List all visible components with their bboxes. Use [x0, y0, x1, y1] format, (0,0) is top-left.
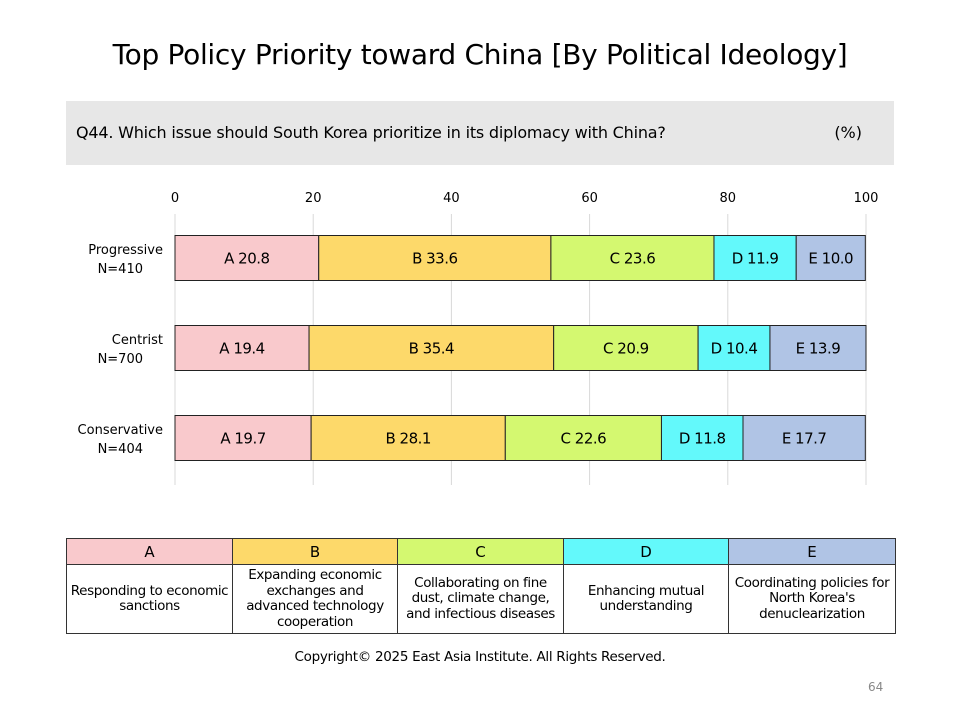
bar-segment-e [742, 415, 866, 461]
legend-key-d: D [563, 538, 729, 565]
category-label: Centrist [112, 333, 163, 348]
data-label: E 17.7 [782, 430, 827, 448]
data-label: E 13.9 [796, 340, 841, 358]
data-label: A 20.8 [224, 250, 269, 268]
legend-key-c: C [397, 538, 564, 565]
bar-segment-e [769, 325, 867, 371]
legend-header-row: A B C D E [66, 538, 896, 565]
bar-segment-b [318, 235, 552, 281]
category-n-label: N=700 [98, 352, 143, 367]
legend-description-e: Coordinating policies for North Korea's … [728, 564, 896, 634]
data-label: A 19.4 [219, 340, 264, 358]
x-tick-label: 60 [581, 191, 598, 206]
legend-key-b: B [232, 538, 398, 565]
legend-description-d: Enhancing mutual understanding [563, 564, 729, 634]
bar-segment-c [550, 235, 715, 281]
x-tick-label: 100 [854, 191, 879, 206]
question-text: Q44. Which issue should South Korea prio… [76, 123, 666, 142]
data-label: D 11.8 [679, 430, 726, 448]
legend-description-row: Responding to economic sanctions Expandi… [66, 564, 896, 634]
data-label: B 35.4 [409, 340, 454, 358]
x-tick-label: 20 [305, 191, 322, 206]
bar-segment-c [504, 415, 662, 461]
legend-description-a: Responding to economic sanctions [66, 564, 233, 634]
category-n-label: N=410 [98, 262, 143, 277]
bar-segment-b [310, 415, 506, 461]
legend-description-b: Expanding economic exchanges and advance… [232, 564, 398, 634]
page-title: Top Policy Priority toward China [By Pol… [112, 38, 848, 71]
stacked-bar-chart: 0 20 40 60 80 100 Progressive N=410 Centrist N=70… [78, 191, 879, 485]
data-label: C 22.6 [561, 430, 607, 448]
category-label: Conservative [78, 423, 163, 438]
data-label: B 28.1 [385, 430, 430, 448]
bar-segment-d [697, 325, 771, 371]
bar-segment-e [795, 235, 866, 281]
data-label: A 19.7 [220, 430, 265, 448]
data-label: E 10.0 [808, 250, 853, 268]
x-tick-label: 40 [443, 191, 460, 206]
legend-table: A B C D E Responding to economic sanctio… [66, 538, 896, 634]
question-box: Q44. Which issue should South Korea prio… [66, 101, 894, 165]
data-label: D 10.4 [711, 340, 758, 358]
bar-segment-a [174, 235, 320, 281]
data-label: D 11.9 [732, 250, 779, 268]
data-label: C 20.9 [603, 340, 649, 358]
bar-segment-c [553, 325, 699, 371]
bar-segment-d [660, 415, 744, 461]
x-tick-label: 0 [171, 191, 179, 206]
legend-description-c: Collaborating on fine dust, climate chan… [397, 564, 564, 634]
data-label: C 23.6 [610, 250, 656, 268]
category-label: Progressive [88, 243, 163, 258]
bar-segment-a [174, 325, 310, 371]
copyright-text: Copyright© 2025 East Asia Institute. All… [294, 649, 666, 665]
legend-key-a: A [66, 538, 233, 565]
page-number: 64 [868, 680, 884, 694]
legend-key-e: E [728, 538, 896, 565]
bar-segment-a [174, 415, 312, 461]
unit-label: (%) [834, 123, 862, 142]
category-n-label: N=404 [98, 442, 143, 457]
data-label: B 33.6 [412, 250, 457, 268]
x-tick-label: 80 [720, 191, 737, 206]
bar-segment-d [713, 235, 797, 281]
